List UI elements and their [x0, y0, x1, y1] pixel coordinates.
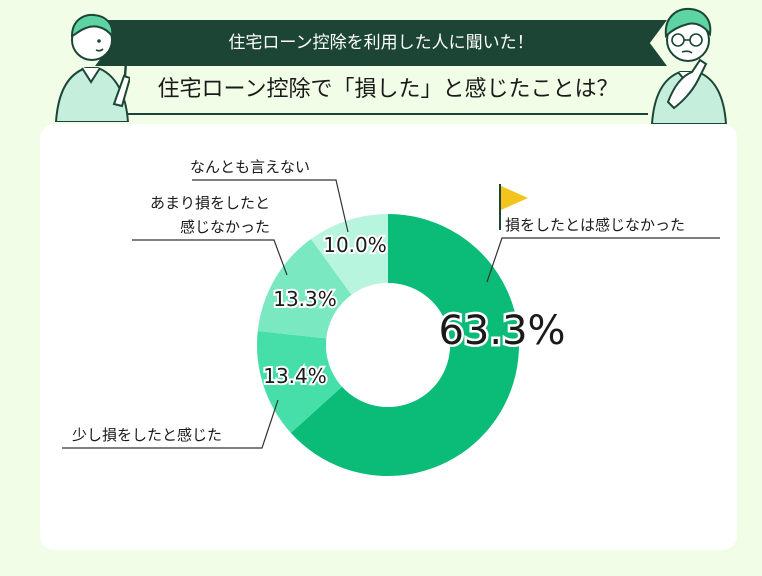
- survey-subtitle: 住宅ローン控除を利用した人に聞いた！: [228, 33, 534, 53]
- leader-line-slice-1: [486, 237, 720, 283]
- slice-value-1: 63.3%: [438, 308, 565, 354]
- slice-label-2: 少し損をしたと感じた: [72, 426, 222, 444]
- leader-line-slice-3: [132, 239, 288, 276]
- slice-label-3-line-2: 感じなかった: [180, 218, 270, 236]
- leader-lines: [62, 179, 720, 449]
- person-left-illustration: [54, 13, 130, 122]
- donut-slice-4: [311, 214, 388, 295]
- slice-label-3-line-1: あまり損をしたと: [150, 194, 270, 212]
- ribbon-background: [95, 20, 667, 66]
- slice-value-4: 10.0%: [323, 233, 387, 257]
- donut-slice-1: [290, 214, 519, 477]
- leader-line-slice-2: [62, 399, 279, 449]
- flag-icon: [499, 184, 528, 230]
- donut-hole: [326, 283, 450, 407]
- header-ribbon: 住宅ローン控除を利用した人に聞いた！: [95, 20, 667, 66]
- slice-value-2: 13.4%: [263, 364, 327, 388]
- slice-value-3: 13.3%: [273, 287, 337, 311]
- donut-slice-3: [257, 239, 352, 339]
- donut-slice-2: [256, 331, 343, 433]
- slice-label-1: 損をしたとは感じなかった: [505, 216, 685, 234]
- survey-question-title: 住宅ローン控除で「損した」と感じたことは？: [157, 77, 619, 102]
- person-right-illustration: [650, 7, 728, 124]
- leader-line-slice-4: [192, 179, 349, 233]
- title-underline: [118, 113, 648, 115]
- slice-label-4: なんとも言えない: [190, 158, 310, 176]
